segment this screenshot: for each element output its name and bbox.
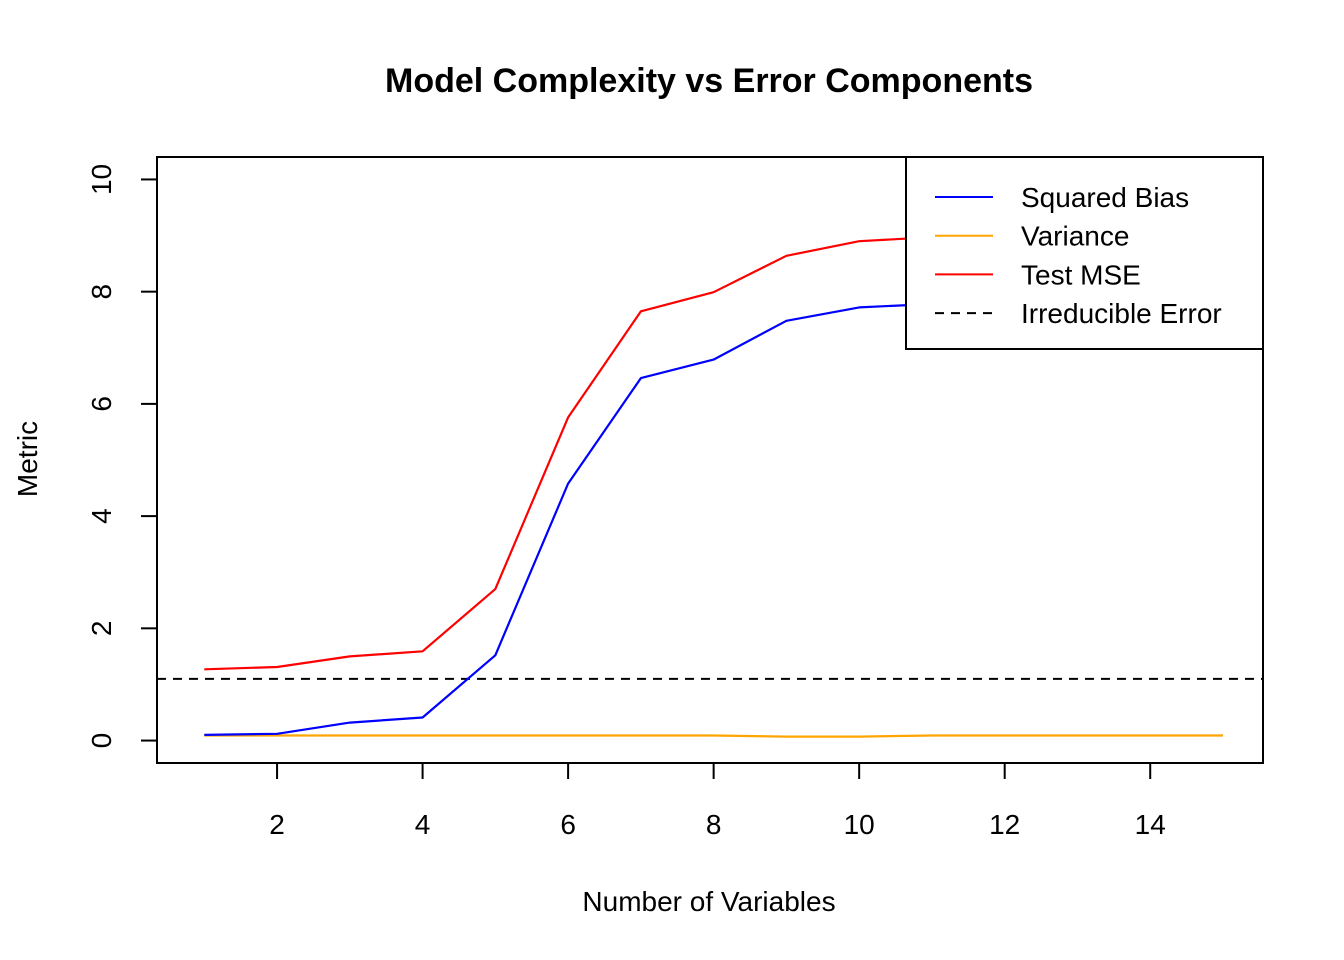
legend-label: Irreducible Error xyxy=(1021,298,1222,329)
legend: Squared Bias Variance Test MSE Irreducible … xyxy=(905,156,1264,350)
y-tick-label: 6 xyxy=(86,396,117,412)
y-tick-label: 0 xyxy=(86,733,117,749)
x-tick-label: 10 xyxy=(844,809,875,840)
legend-label: Variance xyxy=(1021,221,1129,252)
y-tick-label: 8 xyxy=(86,284,117,300)
y-tick-label: 10 xyxy=(86,164,117,195)
x-axis-label: Number of Variables xyxy=(582,886,835,917)
x-tick-label: 2 xyxy=(269,809,285,840)
y-tick-label: 4 xyxy=(86,508,117,524)
series-line-squared-bias xyxy=(204,298,1224,736)
x-tick-label: 6 xyxy=(560,809,576,840)
legend-label: Test MSE xyxy=(1021,259,1141,290)
y-tick-label: 2 xyxy=(86,621,117,637)
x-tick-label: 4 xyxy=(415,809,431,840)
legend-label: Squared Bias xyxy=(1021,182,1189,213)
y-axis: 0 2 4 6 8 10 xyxy=(86,164,158,749)
x-tick-label: 14 xyxy=(1135,809,1166,840)
x-tick-label: 8 xyxy=(706,809,722,840)
legend-box xyxy=(905,156,1264,350)
x-axis: 2 4 6 8 10 12 14 xyxy=(269,762,1166,840)
x-tick-label: 12 xyxy=(989,809,1020,840)
series-line-variance xyxy=(204,734,1223,738)
chart-title: Model Complexity vs Error Components xyxy=(385,62,1033,100)
plot-frame xyxy=(156,156,1264,764)
y-axis-label: Metric xyxy=(12,421,43,497)
